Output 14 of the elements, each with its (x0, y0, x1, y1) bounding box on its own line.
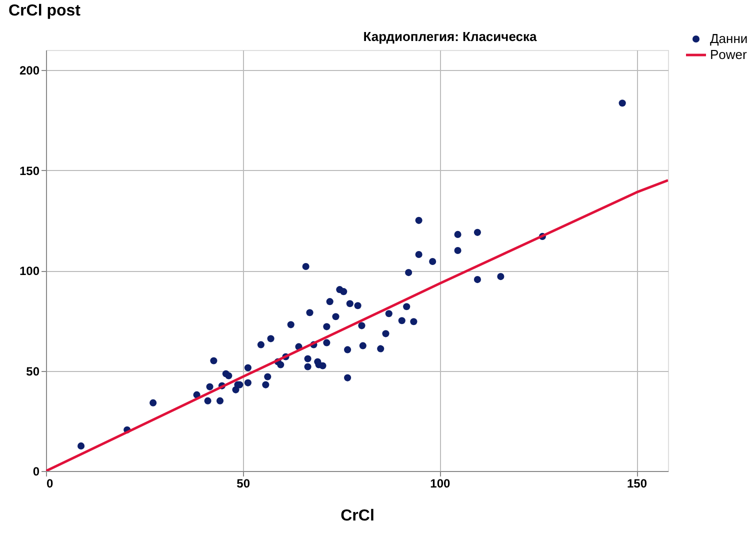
y-tick-label: 100 (19, 264, 40, 278)
chart-title: Кардиоплегия: Класическа (363, 29, 538, 44)
y-axis-title: CrCl post (8, 2, 82, 20)
legend-label: Power (710, 47, 748, 62)
x-tick-label: 100 (430, 476, 451, 490)
x-tick-label: 150 (626, 476, 648, 490)
x-tick-label: 0 (46, 476, 54, 490)
x-tick-label: 50 (236, 476, 250, 490)
y-tick-label: 150 (19, 164, 40, 178)
y-tick-label: 0 (32, 464, 40, 478)
y-tick-label: 50 (26, 364, 40, 378)
legend-label: Данни (710, 31, 748, 46)
y-tick-label: 200 (19, 64, 40, 78)
x-axis-title: CrCl (340, 508, 374, 524)
